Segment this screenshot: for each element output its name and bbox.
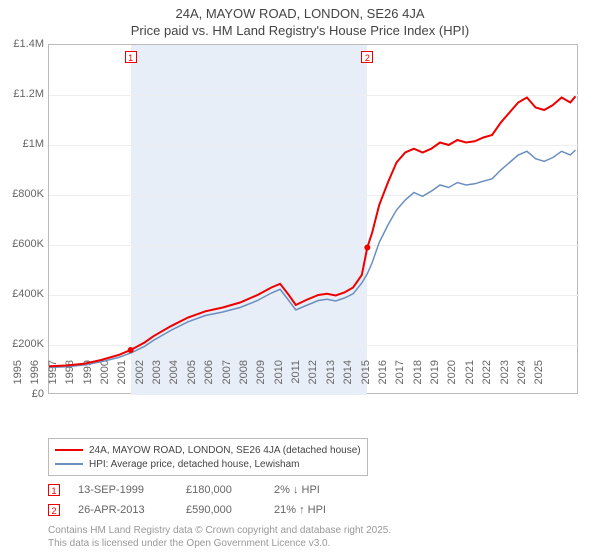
y-tick-label: £800K — [0, 188, 44, 200]
marker-callout-1: 1 — [125, 51, 137, 63]
transaction-date-1: 13-SEP-1999 — [78, 484, 168, 496]
y-tick-label: £600K — [0, 238, 44, 250]
x-tick-label: 1996 — [29, 360, 41, 400]
legend-row-1: 24A, MAYOW ROAD, LONDON, SE26 4JA (detac… — [55, 443, 361, 457]
footer-line-2: This data is licensed under the Open Gov… — [48, 537, 391, 550]
footer-line-1: Contains HM Land Registry data © Crown c… — [48, 524, 391, 537]
footer-attribution: Contains HM Land Registry data © Crown c… — [48, 524, 391, 550]
transaction-date-2: 26-APR-2013 — [78, 504, 168, 516]
transaction-price-2: £590,000 — [186, 504, 256, 516]
transaction-price-1: £180,000 — [186, 484, 256, 496]
y-tick-label: £1.2M — [0, 88, 44, 100]
marker-callout-2: 2 — [361, 51, 373, 63]
marker-point-2 — [364, 245, 370, 251]
marker-point-1 — [128, 347, 134, 353]
y-tick-label: £400K — [0, 288, 44, 300]
series-line-hpi — [49, 150, 576, 368]
y-tick-label: £1M — [0, 138, 44, 150]
transaction-marker-1: 1 — [48, 484, 60, 496]
legend-row-2: HPI: Average price, detached house, Lewi… — [55, 457, 361, 471]
transaction-row-2: 2 26-APR-2013 £590,000 21% ↑ HPI — [48, 500, 354, 520]
y-tick-label: £200K — [0, 338, 44, 350]
legend-label-1: 24A, MAYOW ROAD, LONDON, SE26 4JA (detac… — [89, 445, 361, 456]
series-line-price_paid — [49, 96, 576, 366]
transaction-hpi-2: 21% ↑ HPI — [274, 504, 354, 516]
chart-area: 12 £0£200K£400K£600K£800K£1M£1.2M£1.4M 1… — [48, 44, 578, 394]
title-main: 24A, MAYOW ROAD, LONDON, SE26 4JA — [0, 6, 600, 21]
title-block: 24A, MAYOW ROAD, LONDON, SE26 4JA Price … — [0, 0, 600, 38]
transaction-marker-2: 2 — [48, 504, 60, 516]
y-tick-label: £1.4M — [0, 38, 44, 50]
transaction-hpi-1: 2% ↓ HPI — [274, 484, 354, 496]
x-tick-label: 1995 — [12, 360, 24, 400]
title-sub: Price paid vs. HM Land Registry's House … — [0, 23, 600, 38]
legend-box: 24A, MAYOW ROAD, LONDON, SE26 4JA (detac… — [48, 438, 368, 476]
transaction-row-1: 1 13-SEP-1999 £180,000 2% ↓ HPI — [48, 480, 354, 500]
line-svg — [49, 45, 579, 395]
legend-label-2: HPI: Average price, detached house, Lewi… — [89, 459, 300, 470]
chart-container: 24A, MAYOW ROAD, LONDON, SE26 4JA Price … — [0, 0, 600, 560]
legend-swatch-2 — [55, 463, 83, 465]
transaction-table: 1 13-SEP-1999 £180,000 2% ↓ HPI 2 26-APR… — [48, 480, 354, 520]
legend-swatch-1 — [55, 449, 83, 451]
plot-background: 12 — [48, 44, 578, 394]
